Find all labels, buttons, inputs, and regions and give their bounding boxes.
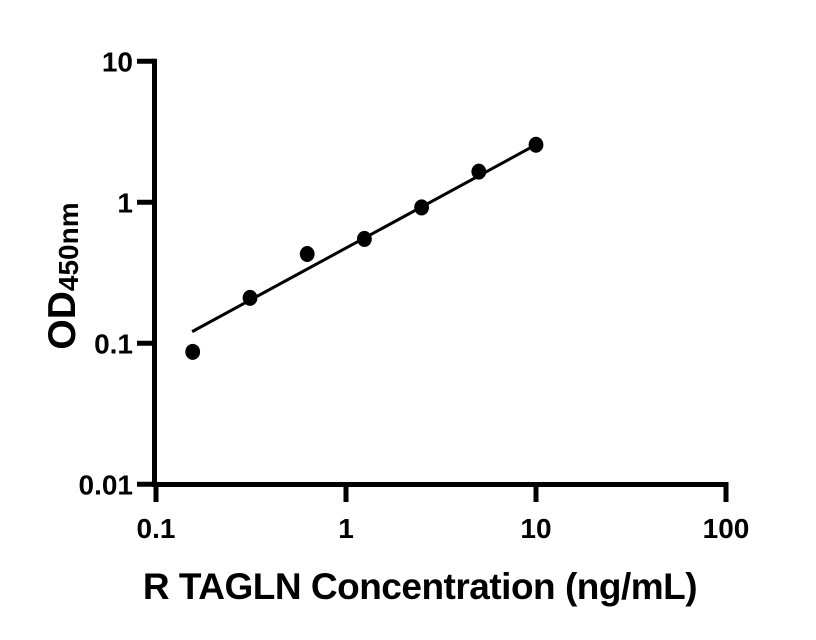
data-point <box>185 343 201 360</box>
data-point <box>242 289 258 306</box>
data-point <box>471 163 487 180</box>
y-axis-title: OD450nm <box>41 202 84 349</box>
x-tick-label: 1 <box>338 513 354 544</box>
data-point <box>357 230 372 247</box>
y-tick-label: 0.1 <box>94 328 133 359</box>
data-point <box>414 199 430 216</box>
y-tick-label: 0.01 <box>79 469 134 500</box>
x-tick-label: 100 <box>703 513 750 544</box>
plot-layer <box>185 136 544 360</box>
data-point <box>528 136 544 153</box>
y-axis-title-subscript: 450nm <box>53 202 84 291</box>
x-tick-label: 0.1 <box>137 513 176 544</box>
data-point <box>299 245 315 262</box>
y-axis-title-base: OD <box>41 291 84 350</box>
x-axis-title: R TAGLN Concentration (ng/mL) <box>143 566 697 607</box>
y-tick-label: 10 <box>102 46 133 77</box>
y-tick-label: 1 <box>117 187 133 218</box>
x-tick-label: 10 <box>520 513 551 544</box>
